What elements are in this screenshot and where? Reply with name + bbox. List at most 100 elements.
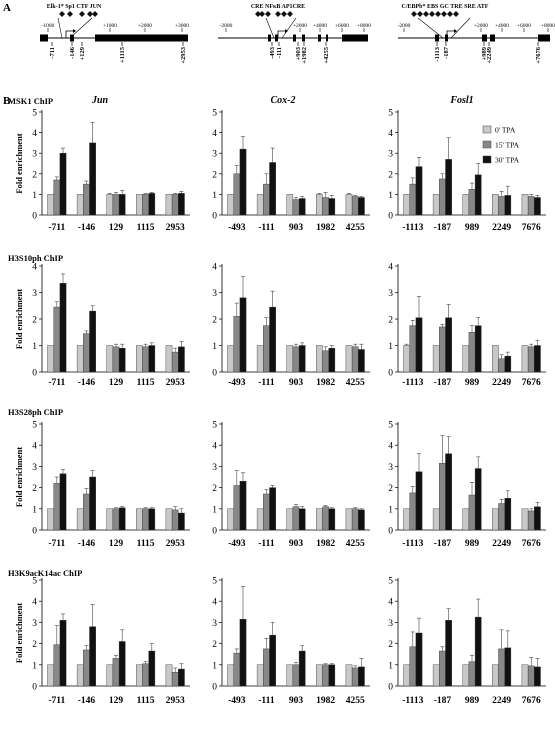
- bar-series-15min: [468, 189, 476, 216]
- bar-series-15min: [292, 664, 300, 687]
- zoom-line: [281, 17, 297, 39]
- y-tick-label: 3: [212, 463, 217, 473]
- amplicon-position-label: -187: [443, 46, 450, 59]
- bar-series-15min: [142, 346, 149, 373]
- scale-tick-label: -2000: [220, 23, 233, 29]
- bar-series-15min: [351, 196, 359, 216]
- amplicon-position-label: -711: [49, 47, 56, 59]
- bar-series-30min: [269, 634, 276, 687]
- bar-series-15min: [83, 183, 90, 216]
- exon: [318, 34, 321, 42]
- bar-series-15min: [439, 463, 446, 531]
- bar-series-15min: [468, 494, 476, 531]
- bar-series-15min: [292, 199, 300, 216]
- y-tick-label: 3: [388, 619, 393, 629]
- bar-series-30min: [239, 297, 247, 373]
- y-tick-label: 2: [32, 170, 37, 180]
- x-tick-label: 4255: [346, 539, 365, 549]
- scale-tick-label: +1000: [103, 23, 117, 29]
- x-tick-label: -111: [258, 696, 275, 706]
- y-tick-label: 2: [212, 640, 217, 650]
- y-tick-label: 0: [212, 683, 217, 693]
- x-tick-label: -493: [228, 539, 246, 549]
- y-tick-label: 0: [32, 527, 37, 537]
- factor-site-icon: [423, 11, 429, 17]
- x-tick-label: 903: [289, 696, 304, 706]
- bar-series-0min: [521, 194, 529, 216]
- bar-series-30min: [89, 626, 96, 687]
- x-tick-label: 2249: [492, 378, 511, 388]
- y-tick-label: 3: [212, 289, 217, 299]
- tss-arrow-icon: [277, 30, 285, 38]
- bar-series-30min: [178, 193, 185, 216]
- gene-map-fosl1: C/EBPb* EBS GC TRE SRE ATF -2000 +2000 +400…: [398, 4, 555, 64]
- bar-series-15min: [527, 346, 535, 373]
- y-tick-label: 3: [212, 619, 217, 629]
- y-tick-label: 3: [388, 289, 393, 299]
- factor-label: C/EBPb* EBS GC TRE SRE ATF: [402, 4, 489, 10]
- bar-series-15min: [263, 325, 270, 373]
- bar-series-15min: [53, 644, 61, 687]
- bar-series-15min: [263, 648, 270, 687]
- factor-site-icon: [265, 11, 271, 17]
- bar-series-30min: [239, 619, 247, 687]
- y-tick-label: 4: [388, 129, 393, 139]
- exon: [342, 34, 368, 42]
- y-tick-label: 2: [212, 316, 217, 326]
- bar-series-0min: [462, 345, 470, 373]
- zoom-line: [57, 17, 63, 39]
- amplicon-position-label: +1115: [119, 46, 126, 63]
- x-tick-label: 2249: [492, 223, 511, 233]
- amplicon-position-label: +129: [79, 46, 86, 60]
- bar-series-0min: [345, 345, 353, 373]
- y-tick-label: 2: [32, 484, 37, 494]
- bar-series-30min: [89, 310, 96, 373]
- bar-series-0min: [345, 664, 353, 687]
- bar-series-15min: [83, 649, 90, 687]
- y-tick-label: 5: [212, 109, 217, 119]
- x-tick-label: -493: [228, 223, 246, 233]
- exon: [538, 34, 550, 42]
- y-tick-label: 1: [212, 191, 217, 201]
- bar-series-0min: [521, 345, 529, 373]
- x-tick-label: -146: [78, 223, 96, 233]
- x-tick-label: 903: [289, 378, 304, 388]
- legend: 0' TPA 15' TPA 30' TPA: [482, 126, 520, 165]
- gene-title-cox2: Cox-2: [271, 95, 296, 106]
- bar-series-0min: [403, 508, 410, 531]
- legend-swatch-1: [482, 140, 492, 149]
- bar-series-15min: [351, 508, 359, 531]
- bar-series-0min: [432, 194, 440, 216]
- bar-series-0min: [256, 194, 264, 216]
- x-tick-label: -146: [78, 539, 96, 549]
- bar-series-30min: [148, 193, 156, 216]
- x-tick-label: -711: [48, 378, 65, 388]
- factor-site-icon: [417, 11, 423, 17]
- y-tick-label: 0: [212, 369, 217, 379]
- y-tick-label: 3: [388, 463, 393, 473]
- chip-label-h3k9ack14ac: H3K9acK14ac ChIP: [8, 568, 82, 578]
- scale-tick-label: +4000: [313, 23, 327, 29]
- exon: [326, 34, 328, 42]
- bar-series-15min: [171, 672, 179, 687]
- x-tick-label: -187: [434, 223, 452, 233]
- x-tick-label: 4255: [346, 696, 365, 706]
- bar-series-0min: [286, 508, 294, 531]
- bar-series-30min: [269, 162, 276, 216]
- x-tick-label: -146: [78, 696, 96, 706]
- chart-h3s10ph-chip-fosl1: 0 1 2 3 4 -1113 -187 989 2249 7676: [388, 263, 546, 388]
- exon: [268, 34, 271, 42]
- factor-site-icon: [259, 11, 265, 17]
- bar-series-0min: [345, 508, 353, 531]
- y-tick-label: 0: [32, 212, 37, 222]
- bar-series-0min: [76, 664, 84, 687]
- gene-title-jun: Jun: [91, 95, 109, 106]
- y-tick-label: 1: [388, 505, 393, 515]
- chart-msk1-chip-cox-2: 0 1 2 3 4 5 -493 -111 903 1982 4255: [212, 109, 370, 233]
- bar-series-30min: [239, 481, 247, 531]
- bar-series-0min: [227, 664, 234, 687]
- chart-h3s28ph-chip-fosl1: 0 1 2 3 4 5 -1113 -187 989 2249 7676: [388, 421, 546, 549]
- bar-series-0min: [106, 508, 114, 531]
- factor-site-icon: [447, 11, 453, 17]
- x-tick-label: 2953: [166, 223, 185, 233]
